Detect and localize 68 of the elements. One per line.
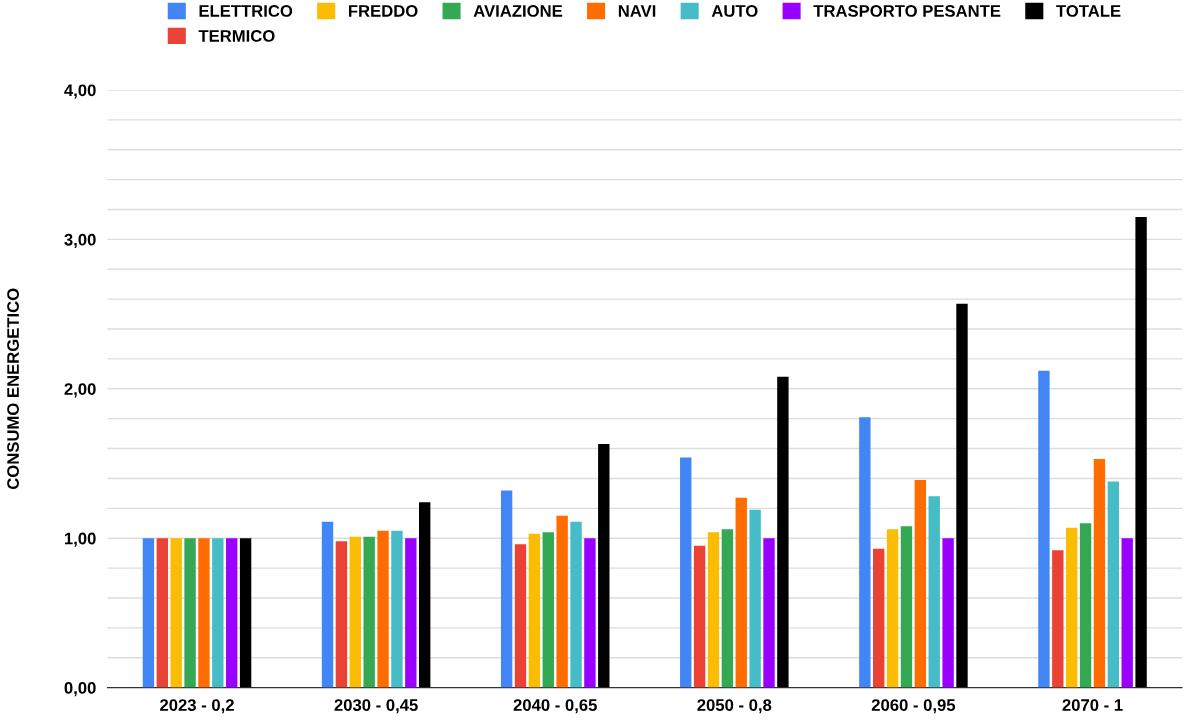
bar — [570, 521, 582, 688]
legend-label: NAVI — [618, 5, 656, 17]
bar — [198, 538, 210, 688]
bar — [184, 538, 196, 688]
bar — [1135, 216, 1147, 688]
y-tick-label: 3,00 — [64, 233, 96, 249]
bar — [735, 497, 747, 688]
bar — [942, 538, 954, 688]
x-tick-label: 2040 - 0,65 — [513, 699, 597, 714]
legend-label: ELETTRICO — [199, 5, 293, 17]
bar — [1121, 538, 1133, 688]
bar — [239, 538, 252, 688]
bar — [528, 533, 541, 688]
legend-label: TERMICO — [198, 30, 275, 42]
bar — [1107, 481, 1120, 688]
bar — [873, 548, 885, 688]
bar — [1093, 459, 1106, 688]
x-tick-label: 2050 - 0,8 — [697, 699, 772, 714]
x-tick-label: 2060 - 0,95 — [871, 699, 956, 714]
bar — [956, 303, 968, 688]
bar — [321, 521, 334, 688]
bar — [763, 538, 775, 688]
bar — [405, 538, 417, 688]
y-tick-label: 0,00 — [64, 682, 96, 697]
bar — [777, 376, 789, 688]
bar — [749, 509, 761, 688]
x-tick-label: 2030 - 0,45 — [334, 699, 418, 714]
y-tick-label: 4,00 — [64, 84, 96, 99]
bar — [514, 544, 527, 688]
bar — [363, 536, 375, 688]
bar — [142, 538, 155, 688]
bar — [598, 444, 610, 688]
bar — [377, 530, 389, 688]
y-tick-label: 1,00 — [64, 532, 96, 547]
bar — [170, 538, 182, 688]
y-axis-title: CONSUMO ENERGETICO — [7, 288, 19, 490]
bar — [928, 496, 940, 688]
legend-label: AVIAZIONE — [473, 5, 563, 17]
x-tick-label: 2070 - 1 — [1062, 699, 1123, 711]
bar — [1052, 550, 1064, 688]
bar — [721, 529, 734, 688]
legend-label: TOTALE — [1056, 5, 1121, 17]
bar — [1038, 370, 1050, 688]
bar — [335, 541, 348, 688]
bar — [212, 538, 224, 688]
legend-label: TRASPORTO PESANTE — [813, 5, 1001, 17]
bar — [584, 538, 596, 688]
bar — [1079, 523, 1092, 688]
bar — [1066, 527, 1078, 688]
bar — [500, 490, 513, 688]
bar — [707, 532, 720, 688]
bar — [156, 538, 168, 688]
bar — [556, 515, 568, 688]
bar — [542, 532, 554, 688]
legend-label: FREDDO — [348, 5, 418, 17]
y-tick-label: 2,00 — [64, 383, 96, 398]
bar — [419, 502, 431, 688]
legend-label: AUTO — [711, 5, 758, 17]
bar — [914, 479, 927, 688]
bar — [680, 457, 692, 688]
bar — [886, 529, 899, 688]
bar — [859, 417, 871, 688]
bar — [900, 526, 913, 688]
bar — [226, 538, 238, 688]
bar — [349, 536, 361, 688]
bar — [391, 530, 403, 688]
x-tick-label: 2023 - 0,2 — [160, 699, 234, 714]
bar — [693, 545, 706, 688]
